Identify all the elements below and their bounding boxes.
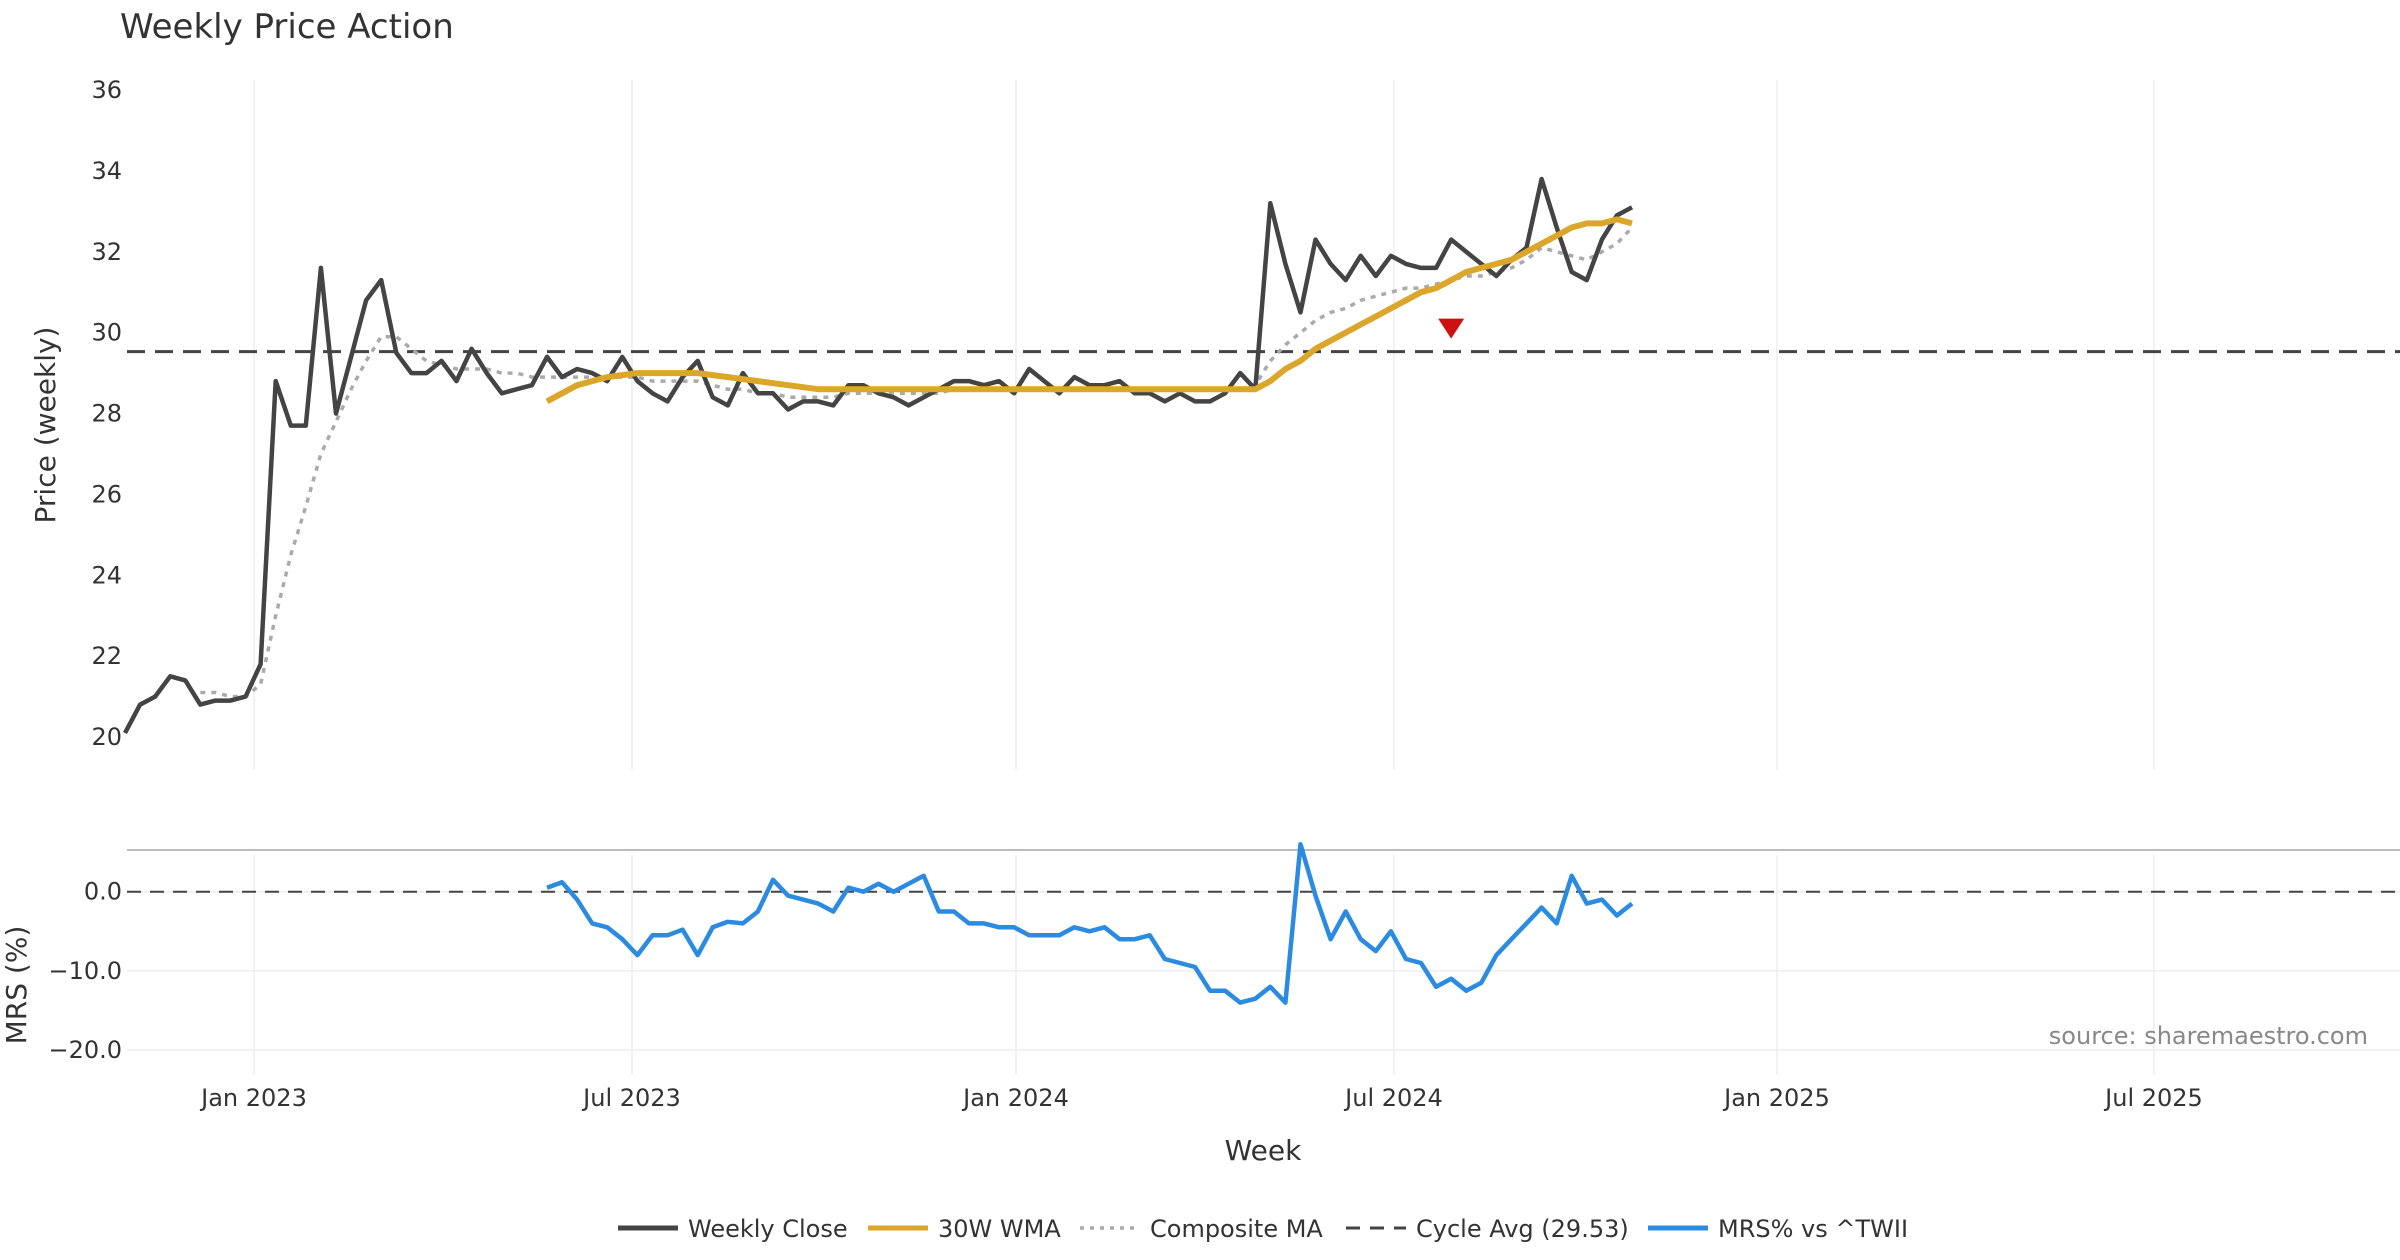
x-tick-label: Jan 2025: [1722, 1084, 1830, 1112]
legend-label: 30W WMA: [938, 1215, 1061, 1243]
legend-label: Composite MA: [1150, 1215, 1323, 1243]
composite-ma-line: [200, 226, 1634, 699]
price-y-tick-label: 32: [91, 238, 122, 266]
source-note: source: sharemaestro.com: [2049, 1022, 2368, 1050]
legend-label: Cycle Avg (29.53): [1416, 1215, 1629, 1243]
weekly-close-line: [123, 176, 1634, 735]
mrs-y-tick-label: −10.0: [48, 957, 122, 985]
x-tick-label: Jul 2023: [581, 1084, 681, 1112]
price-y-tick-label: 36: [91, 76, 122, 104]
price-y-ticks: 20 22 24 26 28 30 32 34 36: [91, 76, 122, 751]
mrs-series-layer: [546, 841, 1634, 1005]
x-axis-label: Week: [1225, 1134, 1302, 1167]
mrs-line: [546, 841, 1634, 1005]
price-y-tick-label: 26: [91, 480, 122, 508]
mrs-y-label: MRS (%): [0, 926, 33, 1045]
price-y-tick-label: 28: [91, 400, 122, 428]
x-axis-ticks: Jan 2023 Jul 2023 Jan 2024 Jul 2024 Jan 2025…: [199, 1084, 2203, 1112]
price-y-tick-label: 24: [91, 561, 122, 589]
sell-signal-marker: [1438, 318, 1465, 339]
chart-title: Weekly Price Action: [120, 7, 454, 47]
price-y-tick-label: 30: [91, 319, 122, 347]
mrs-grid: [127, 855, 2400, 1075]
x-tick-label: Jan 2023: [199, 1084, 307, 1112]
legend-label: MRS% vs ^TWII: [1718, 1215, 1908, 1243]
mrs-y-tick-label: −20.0: [48, 1036, 122, 1064]
x-tick-label: Jul 2025: [2103, 1084, 2203, 1112]
mrs-y-tick-label: 0.0: [84, 878, 122, 906]
price-y-tick-label: 20: [91, 723, 122, 751]
price-y-tick-label: 22: [91, 642, 122, 670]
price-series-layer: [123, 176, 2400, 735]
legend: Weekly Close 30W WMA Composite MA Cycle Avg…: [618, 1215, 1908, 1243]
wma-30w-line: [545, 216, 1633, 405]
x-tick-label: Jul 2024: [1343, 1084, 1443, 1112]
price-y-tick-label: 34: [91, 157, 122, 185]
price-grid: [253, 80, 2155, 770]
price-y-label: Price (weekly): [29, 327, 62, 524]
legend-label: Weekly Close: [688, 1215, 848, 1243]
mrs-y-ticks: 0.0 −10.0 −20.0: [48, 878, 122, 1064]
x-tick-label: Jan 2024: [961, 1084, 1069, 1112]
